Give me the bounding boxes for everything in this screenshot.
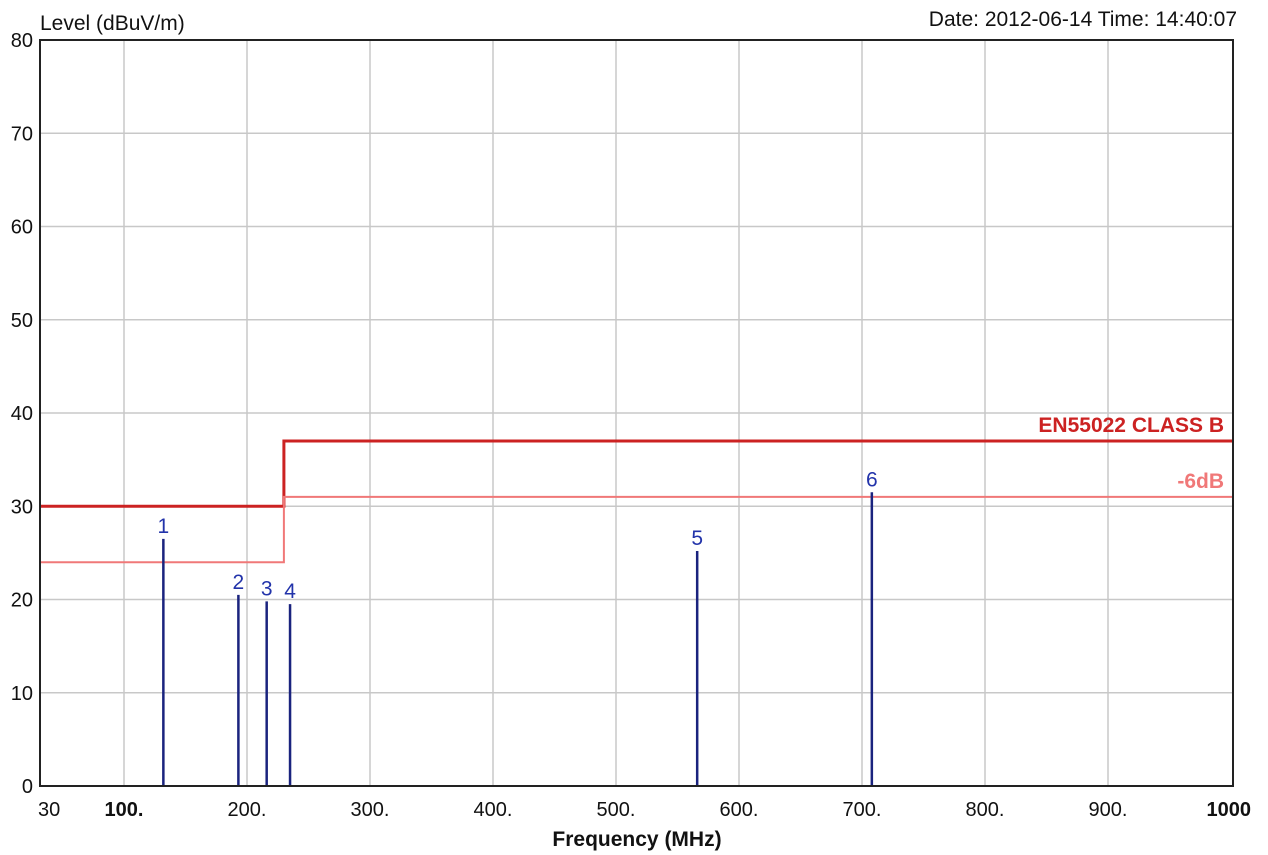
- limit-lines: EN55022 CLASS B -6dB: [40, 414, 1233, 564]
- marker-label: 3: [261, 577, 273, 600]
- y-tick-label: 50: [11, 310, 33, 332]
- y-tick-label: 0: [22, 776, 33, 798]
- x-tick-label: 500.: [597, 799, 636, 821]
- y-tick-label: 60: [11, 217, 33, 239]
- y-tick-label: 80: [11, 30, 33, 52]
- x-tick-labels: 30 100. 200. 300. 400. 500. 600. 700. 800. 900. 10…: [38, 799, 1251, 821]
- limit-line: [40, 439, 1233, 508]
- x-tick-label: 300.: [351, 799, 390, 821]
- y-tick-label: 20: [11, 590, 33, 612]
- x-axis-label: Frequency (MHz): [552, 828, 721, 851]
- limit-line-label: EN55022 CLASS B: [1038, 414, 1224, 437]
- x-tick-label: 1000: [1207, 799, 1252, 821]
- x-tick-label: 800.: [966, 799, 1005, 821]
- x-tick-label: 200.: [228, 799, 267, 821]
- y-tick-label: 30: [11, 496, 33, 518]
- timestamp: Date: 2012-06-14 Time: 14:40:07: [929, 8, 1237, 31]
- x-tick-label: 400.: [474, 799, 513, 821]
- marker-label: 2: [233, 571, 245, 594]
- y-axis-title: Level (dBuV/m): [40, 12, 185, 35]
- x-tick-label: 600.: [720, 799, 759, 821]
- limit-line-label: -6dB: [1177, 470, 1224, 493]
- marker-label: 6: [866, 468, 878, 491]
- plot-frame: [39, 39, 1234, 787]
- measurement-markers: 1 2 3 4 5 6: [158, 468, 878, 786]
- x-tick-label: 30: [38, 799, 60, 821]
- marker-label: 4: [284, 580, 296, 603]
- x-tick-label: 900.: [1089, 799, 1128, 821]
- limit-line: [40, 495, 1233, 564]
- y-tick-labels: 0 10 20 30 40 50 60 70 80: [11, 30, 33, 798]
- y-tick-label: 70: [11, 123, 33, 145]
- marker-label: 5: [691, 527, 703, 550]
- marker-label: 1: [158, 515, 170, 538]
- grid: [40, 40, 1233, 786]
- y-tick-label: 10: [11, 683, 33, 705]
- y-tick-label: 40: [11, 403, 33, 425]
- x-tick-label: 700.: [843, 799, 882, 821]
- x-tick-label: 100.: [105, 799, 144, 821]
